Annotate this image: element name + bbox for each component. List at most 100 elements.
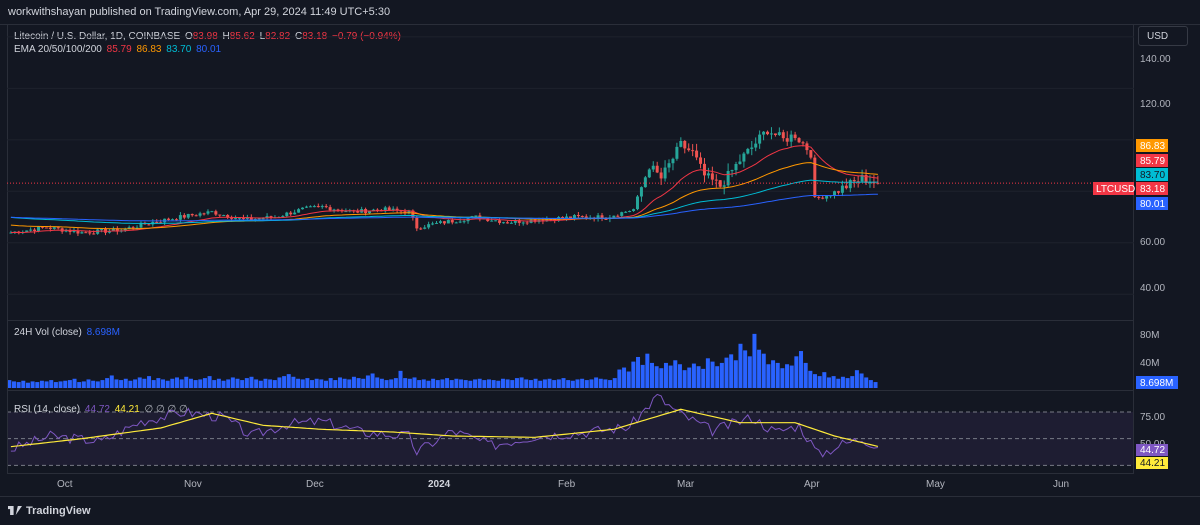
candle-body xyxy=(545,219,549,222)
candle-body xyxy=(639,187,643,197)
volume-bar xyxy=(640,364,645,388)
currency-button[interactable]: USD xyxy=(1138,26,1188,46)
grid-lines xyxy=(7,36,1134,295)
candle-body xyxy=(293,212,297,215)
candle-body xyxy=(92,233,96,235)
candle-body xyxy=(442,221,446,224)
time-may: May xyxy=(926,479,945,490)
volume-bar xyxy=(468,380,473,388)
volume-bar xyxy=(826,377,831,388)
volume-bar xyxy=(221,380,226,388)
volume-bar xyxy=(491,380,496,388)
candle-body xyxy=(72,230,76,232)
candle-body xyxy=(297,209,301,213)
volume-bar xyxy=(179,379,184,388)
volume-bar xyxy=(822,372,827,388)
volume-bar xyxy=(556,379,561,388)
candle-body xyxy=(695,150,699,158)
candle-body xyxy=(167,218,171,220)
volume-bar xyxy=(598,378,603,388)
candle-body xyxy=(304,206,308,208)
tradingview-icon xyxy=(8,506,22,515)
candle-body xyxy=(33,229,37,232)
candle-body xyxy=(675,146,679,159)
ema20-line xyxy=(10,145,878,233)
ema50-line xyxy=(10,162,878,230)
candle-body xyxy=(632,209,636,211)
volume-bar xyxy=(142,378,147,388)
volume-bar xyxy=(799,351,804,388)
volume-bar xyxy=(589,379,594,388)
volume-bar xyxy=(407,378,412,388)
candle-body xyxy=(726,170,730,186)
candle-body xyxy=(285,212,289,217)
candle-body xyxy=(76,230,80,234)
candle-body xyxy=(561,217,565,219)
volume-bar xyxy=(617,369,622,388)
candle-body xyxy=(324,206,328,208)
volume-bar xyxy=(729,354,734,388)
ema50-value: 86.83 xyxy=(136,44,162,55)
ema200-tag-bg xyxy=(1136,197,1168,210)
candle-body xyxy=(48,227,52,229)
candle-body xyxy=(222,215,226,217)
volume-bar xyxy=(575,379,580,388)
volume-bar xyxy=(235,378,240,388)
volume-bar xyxy=(812,374,817,388)
time-nov: Nov xyxy=(184,479,202,490)
candle-body xyxy=(801,142,805,144)
volume-bar xyxy=(58,381,63,388)
volume-bar xyxy=(505,379,510,388)
volume-bar xyxy=(95,381,100,388)
volume-bar xyxy=(230,377,235,388)
candle-body xyxy=(332,209,336,211)
volume-bar xyxy=(389,379,394,388)
candle-body xyxy=(777,132,781,136)
candle-body xyxy=(584,216,588,219)
volume-bar xyxy=(207,376,212,388)
candle-body xyxy=(312,206,316,208)
volume-bar xyxy=(277,377,282,388)
rsi-ma-value: 44.21 xyxy=(114,404,140,415)
candle-body xyxy=(722,185,726,187)
candle-body xyxy=(269,216,273,218)
volume-bar xyxy=(417,380,422,388)
volume-bar xyxy=(440,379,445,388)
candle-body xyxy=(88,232,92,234)
candle-body xyxy=(624,211,628,213)
candle-body xyxy=(371,209,375,212)
volume-bar xyxy=(445,378,450,388)
volume-bar xyxy=(500,378,505,388)
volume-bar xyxy=(845,378,850,388)
candle-body xyxy=(29,229,33,231)
volume-bar xyxy=(803,362,808,388)
candle-body xyxy=(710,173,714,180)
candle-body xyxy=(738,161,742,164)
volume-bar xyxy=(663,362,668,388)
candle-body xyxy=(383,207,387,212)
candle-body xyxy=(513,220,517,223)
candle-body xyxy=(604,218,608,220)
chart-canvas: 140.00 120.00 60.00 40.00 86.83 85.79 83… xyxy=(7,36,1178,490)
volume-bar xyxy=(39,380,44,388)
volume-bar xyxy=(147,376,152,388)
candle-body xyxy=(702,163,706,176)
candle-body xyxy=(569,216,572,219)
candle-body xyxy=(852,180,856,182)
volume-bar xyxy=(668,365,673,388)
ema100-tag: 83.70 xyxy=(1140,170,1165,181)
candle-body xyxy=(344,211,348,213)
candle-body xyxy=(805,143,809,151)
volume-bar xyxy=(580,378,585,388)
candle-body xyxy=(139,222,143,228)
tradingview-logo[interactable]: TradingView xyxy=(8,505,91,517)
volume-bar xyxy=(677,364,682,388)
volume-bar xyxy=(35,382,40,388)
volume-bar xyxy=(161,379,166,388)
volume-bar xyxy=(30,381,35,388)
candle-body xyxy=(647,169,651,178)
candle-body xyxy=(171,219,175,221)
volume-bar xyxy=(831,376,836,388)
candle-body xyxy=(797,138,801,143)
price-tick-120: 120.00 xyxy=(1140,99,1171,110)
